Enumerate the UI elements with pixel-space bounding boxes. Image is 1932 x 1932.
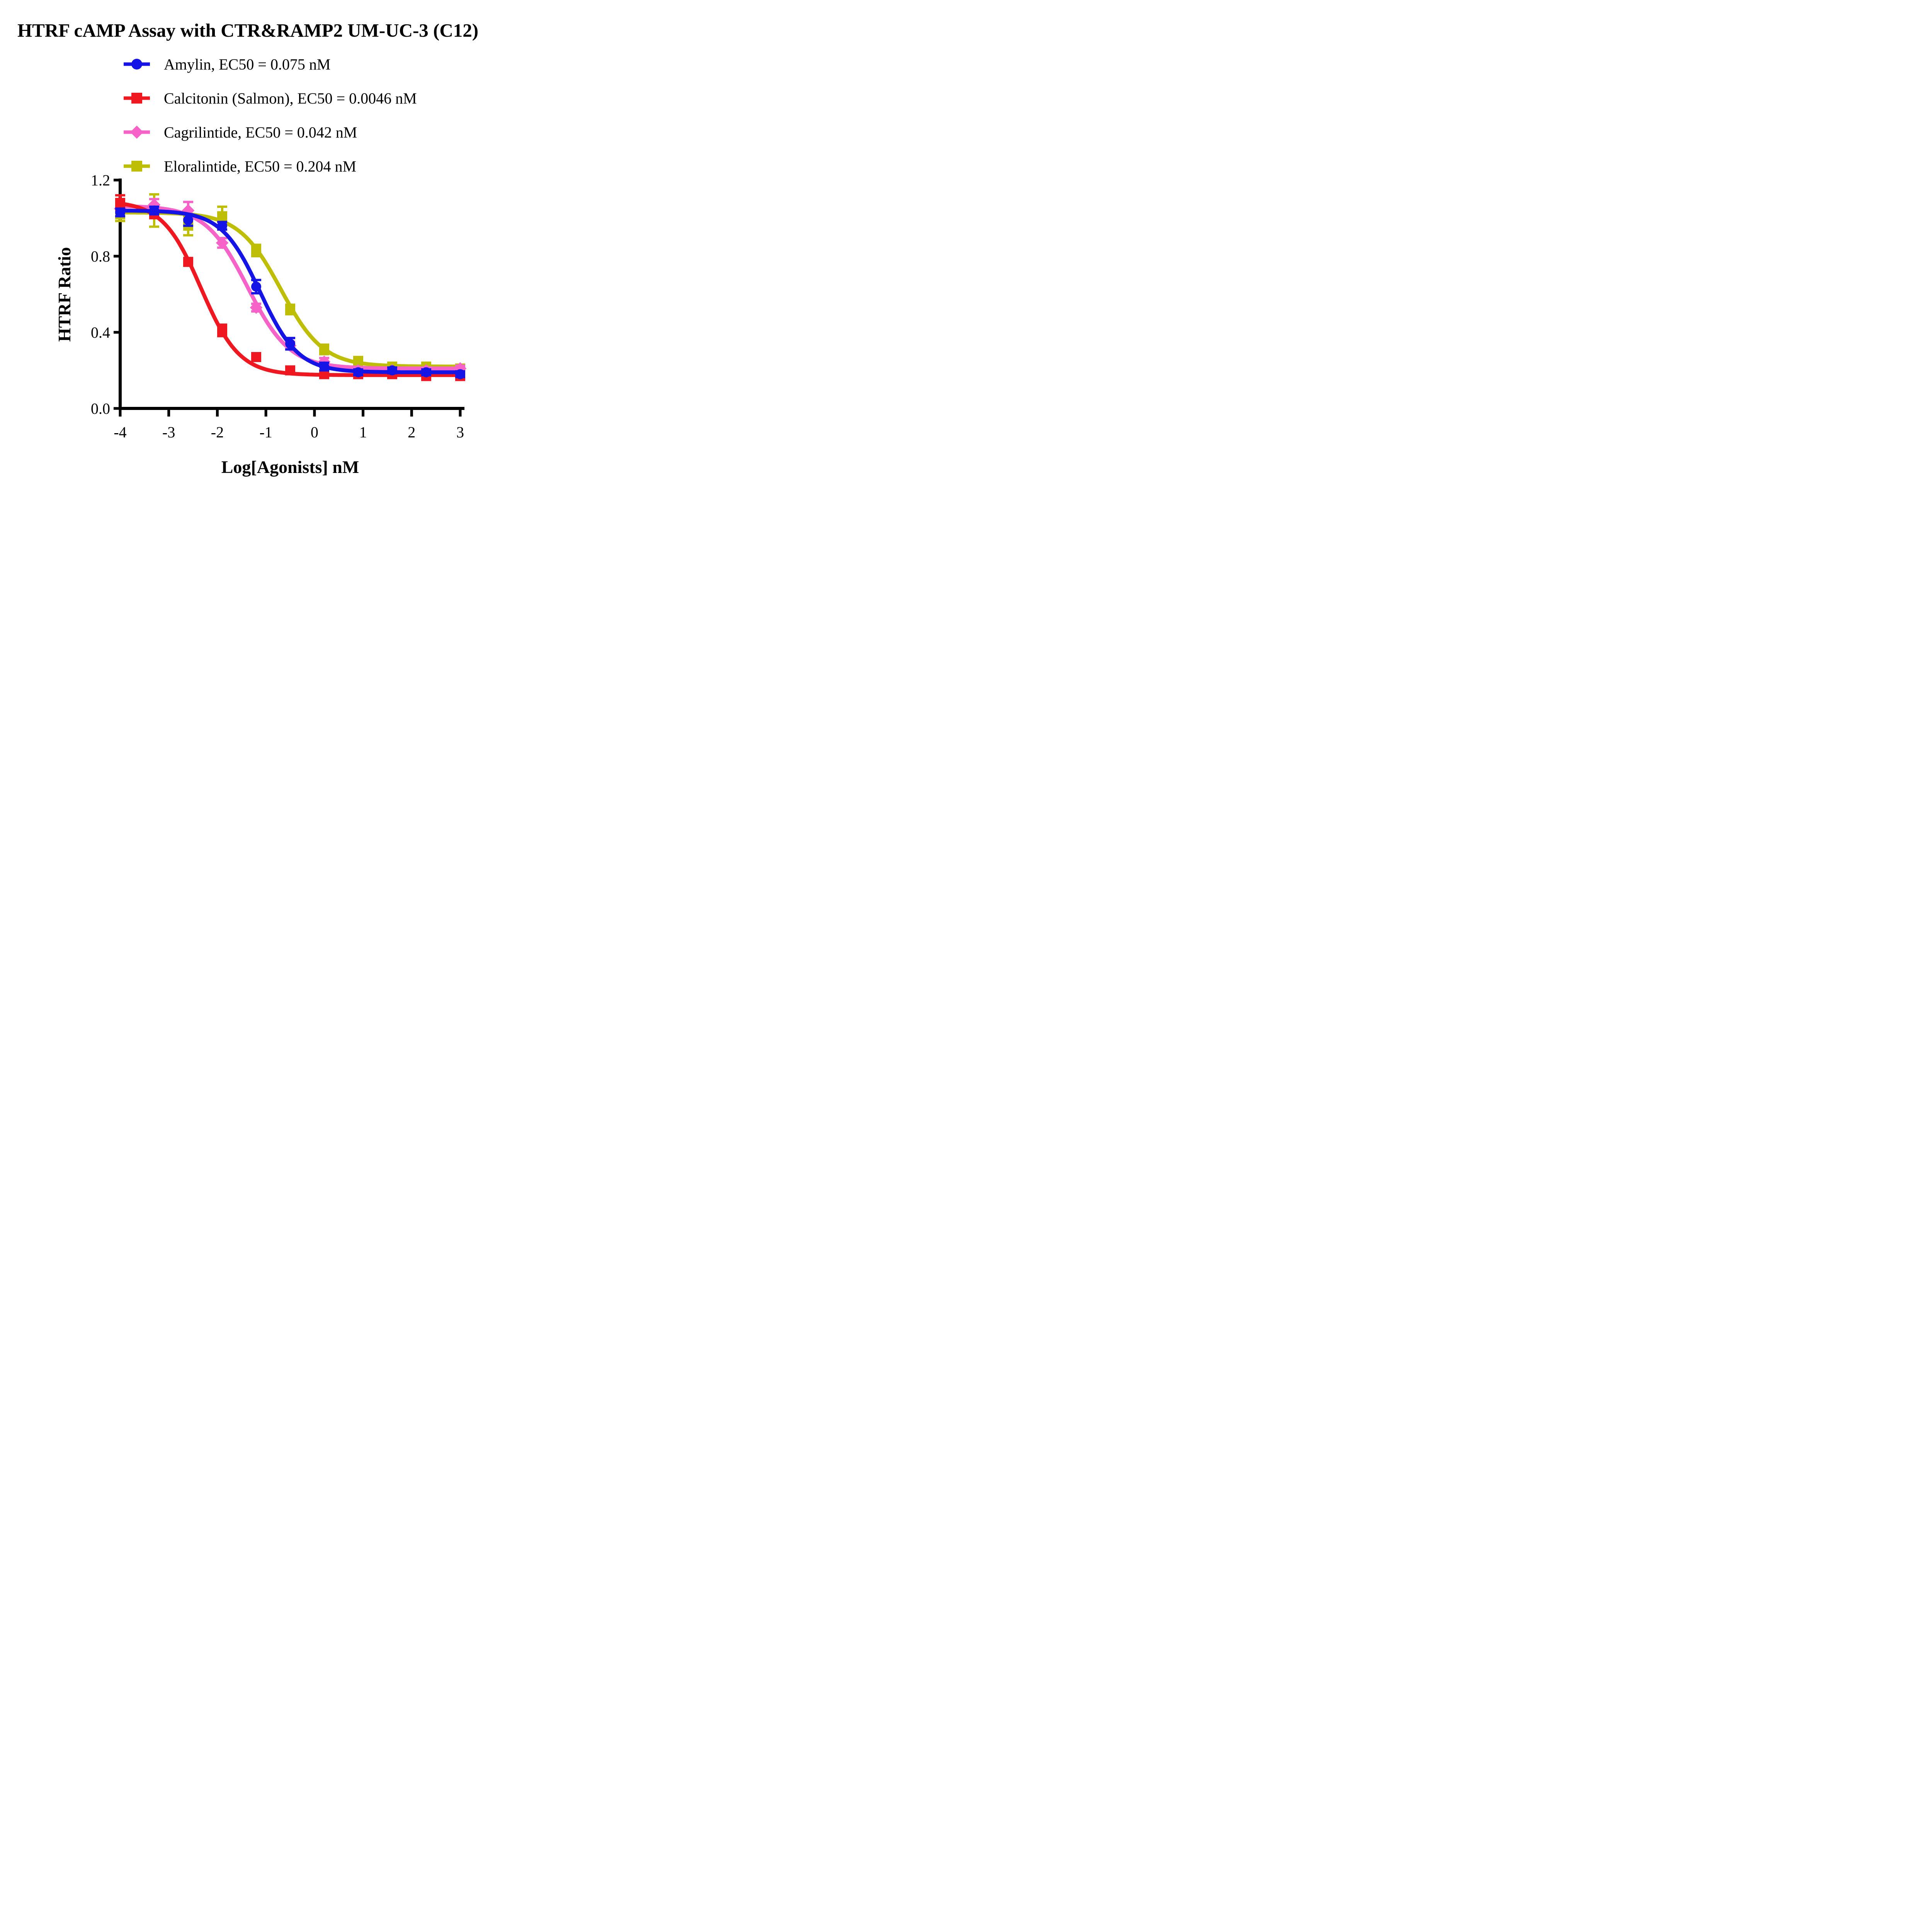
data-point xyxy=(285,304,295,315)
legend-marker-shape xyxy=(131,93,142,104)
data-point xyxy=(319,344,329,355)
data-point xyxy=(353,367,363,378)
x-tick-label: -4 xyxy=(114,423,126,441)
y-axis-title: HTRF Ratio xyxy=(54,247,74,342)
data-point xyxy=(455,369,465,379)
data-point xyxy=(251,352,261,362)
cagrilintide-legend-marker-icon xyxy=(124,126,150,139)
y-tick-label: 0.8 xyxy=(91,248,110,265)
legend-item-cagrilintide: Cagrilintide, EC50 = 0.042 nM xyxy=(123,122,357,142)
data-point xyxy=(251,281,261,292)
x-tick-label: -1 xyxy=(259,423,272,441)
data-point xyxy=(115,207,125,218)
x-axis-title: Log[Agonists] nM xyxy=(221,457,359,477)
data-point xyxy=(319,361,329,372)
data-point xyxy=(251,245,261,256)
y-tick-label: 0.0 xyxy=(91,400,110,417)
x-tick-label: 2 xyxy=(408,423,415,441)
data-point xyxy=(149,205,159,216)
legend-item-calcitonin: Calcitonin (Salmon), EC50 = 0.0046 nM xyxy=(123,88,417,108)
data-point xyxy=(115,198,125,208)
x-tick-label: 1 xyxy=(359,423,367,441)
y-tick-label: 0.4 xyxy=(91,324,110,341)
data-point xyxy=(285,338,295,349)
x-tick-label: 3 xyxy=(456,423,464,441)
data-point xyxy=(217,221,227,231)
data-point xyxy=(183,215,193,225)
x-tick-label: -2 xyxy=(211,423,224,441)
eloralintide-legend-marker-icon xyxy=(124,161,150,172)
chart-title: HTRF cAMP Assay with CTR&RAMP2 UM-UC-3 (… xyxy=(17,20,479,41)
legend-label: Amylin, EC50 = 0.075 nM xyxy=(164,55,331,73)
legend-label: Cagrilintide, EC50 = 0.042 nM xyxy=(164,123,357,141)
legend-marker-shape xyxy=(131,161,142,172)
dose-response-plot: 0.0 0.4 0.8 1.2 -4 -3 -2 -1 0 1 2 3 xyxy=(91,172,467,441)
x-tick-label: -3 xyxy=(162,423,175,441)
data-point xyxy=(421,367,431,378)
legend-item-eloralintide: Eloralintide, EC50 = 0.204 nM xyxy=(123,156,356,176)
amylin-legend-marker-icon xyxy=(124,59,150,70)
data-point xyxy=(387,365,397,376)
data-point xyxy=(183,257,193,267)
data-point xyxy=(217,211,227,221)
data-point xyxy=(250,301,263,314)
legend-item-amylin: Amylin, EC50 = 0.075 nM xyxy=(123,54,330,74)
calcitonin-legend-marker-icon xyxy=(124,93,150,104)
legend-label: Calcitonin (Salmon), EC50 = 0.0046 nM xyxy=(164,89,417,107)
legend-marker-shape xyxy=(131,59,142,70)
data-point xyxy=(217,325,227,336)
y-tick-label: 1.2 xyxy=(91,172,110,189)
data-point xyxy=(216,236,229,249)
data-point xyxy=(285,365,295,376)
figure: HTRF cAMP Assay with CTR&RAMP2 UM-UC-3 (… xyxy=(0,0,581,492)
x-tick-label: 0 xyxy=(311,423,318,441)
legend-label: Eloralintide, EC50 = 0.204 nM xyxy=(164,157,357,175)
